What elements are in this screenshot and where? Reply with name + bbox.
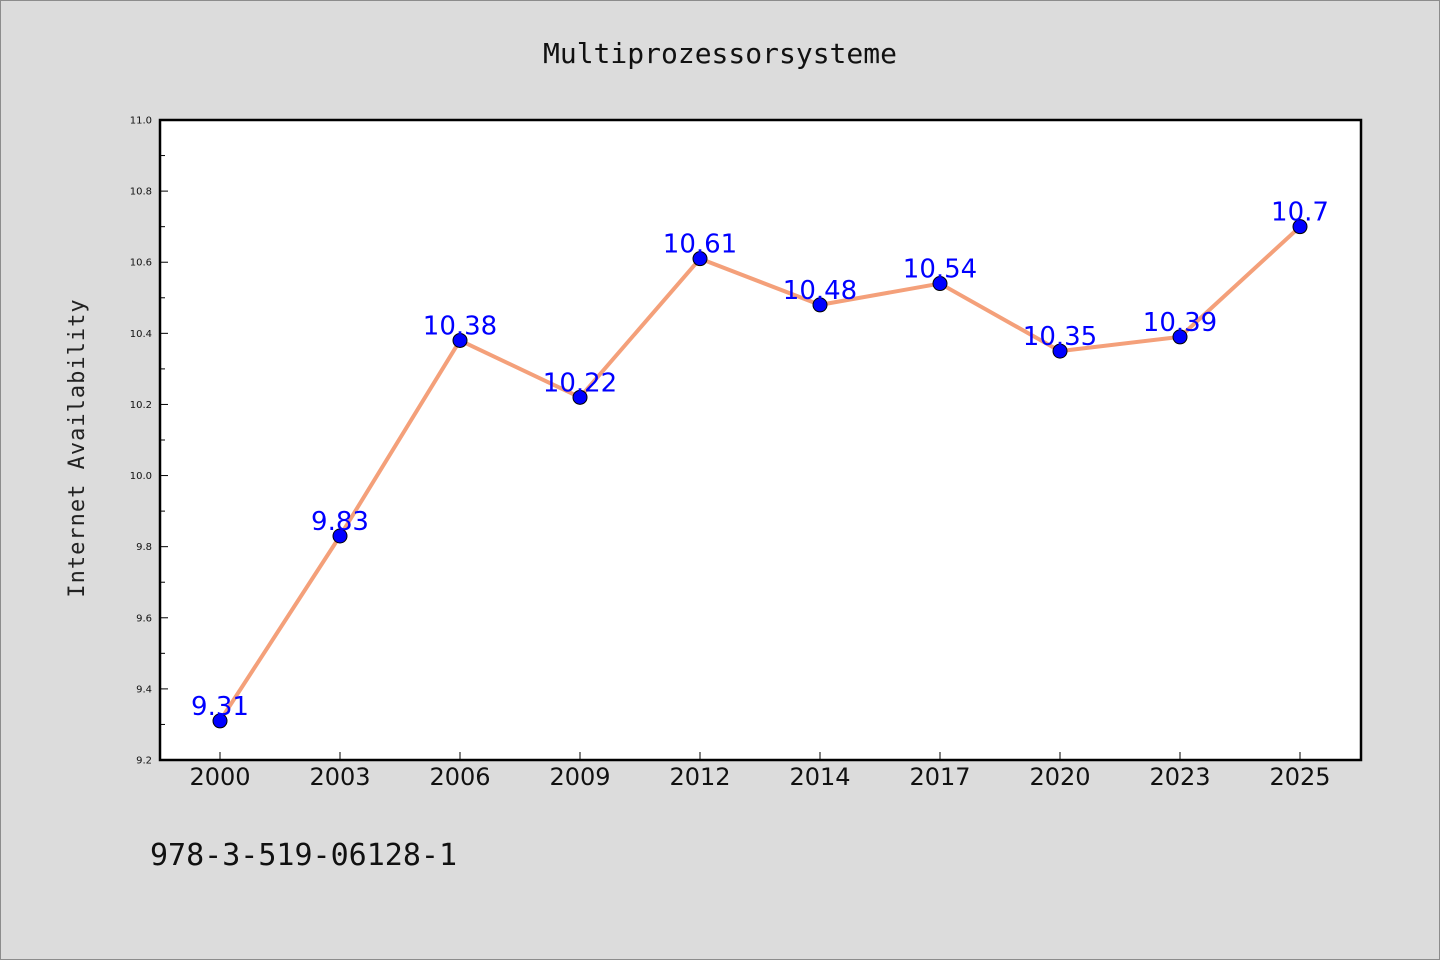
x-tick-label: 2009 [549, 763, 610, 791]
x-tick-label: 2025 [1269, 763, 1330, 791]
y-tick-label: 11.0 [130, 116, 152, 127]
x-tick-label: 2023 [1149, 763, 1210, 791]
data-label: 10.35 [1023, 322, 1097, 352]
y-tick-label: 10.0 [130, 471, 152, 482]
data-point [1172, 329, 1188, 345]
data-label: 10.54 [903, 255, 977, 285]
y-axis-ticks: 9.2 9.4 9.6 9.8 10.0 10.2 10.4 10.6 10.8 11.0 [130, 116, 168, 767]
x-tick-label: 2012 [669, 763, 730, 791]
y-tick-label: 10.8 [130, 187, 152, 198]
chart-title: Multiprozessorsysteme [543, 37, 897, 70]
x-tick-label: 2017 [909, 763, 970, 791]
series-line [218, 224, 1302, 723]
data-point [452, 332, 468, 348]
y-tick-label: 9.8 [136, 542, 152, 553]
data-point [692, 251, 708, 267]
data-point [1292, 219, 1308, 235]
y-tick-label: 10.6 [130, 258, 152, 269]
data-point [332, 528, 348, 544]
y-tick-label: 9.6 [136, 613, 152, 624]
x-tick-label: 2020 [1029, 763, 1090, 791]
x-tick-label: 2000 [189, 763, 250, 791]
data-point [212, 713, 228, 729]
plot-area [158, 118, 1363, 762]
data-label: 10.39 [1143, 308, 1217, 338]
data-point [1052, 343, 1068, 359]
x-tick-label: 2006 [429, 763, 490, 791]
series-polyline [218, 224, 1302, 723]
x-axis-ticks: 2000 2003 2006 2009 2012 2014 2017 2020 2023 2025 [189, 752, 1331, 791]
data-point [932, 276, 948, 292]
y-tick-label: 10.2 [130, 400, 152, 411]
data-label: 10.48 [783, 276, 857, 306]
series-markers [212, 219, 1308, 729]
data-labels: 9.31 9.83 10.38 10.22 10.61 10.48 10.54 10.35 10… [191, 198, 1329, 722]
y-axis-label: Internet Availability [65, 298, 90, 597]
data-label: 10.61 [663, 230, 737, 260]
y-tick-label: 9.2 [136, 756, 152, 767]
data-label: 10.38 [423, 311, 497, 341]
y-tick-label: 9.4 [136, 684, 152, 695]
isbn-text: 978-3-519-06128-1 [150, 838, 457, 873]
y-tick-label: 10.4 [130, 329, 152, 340]
x-tick-label: 2014 [789, 763, 850, 791]
data-label: 10.7 [1271, 198, 1329, 228]
x-tick-label: 2003 [309, 763, 370, 791]
data-point [572, 389, 588, 405]
data-label: 10.22 [543, 368, 617, 398]
data-label: 9.31 [191, 692, 249, 722]
data-label: 9.83 [311, 507, 369, 537]
data-point [812, 297, 828, 313]
